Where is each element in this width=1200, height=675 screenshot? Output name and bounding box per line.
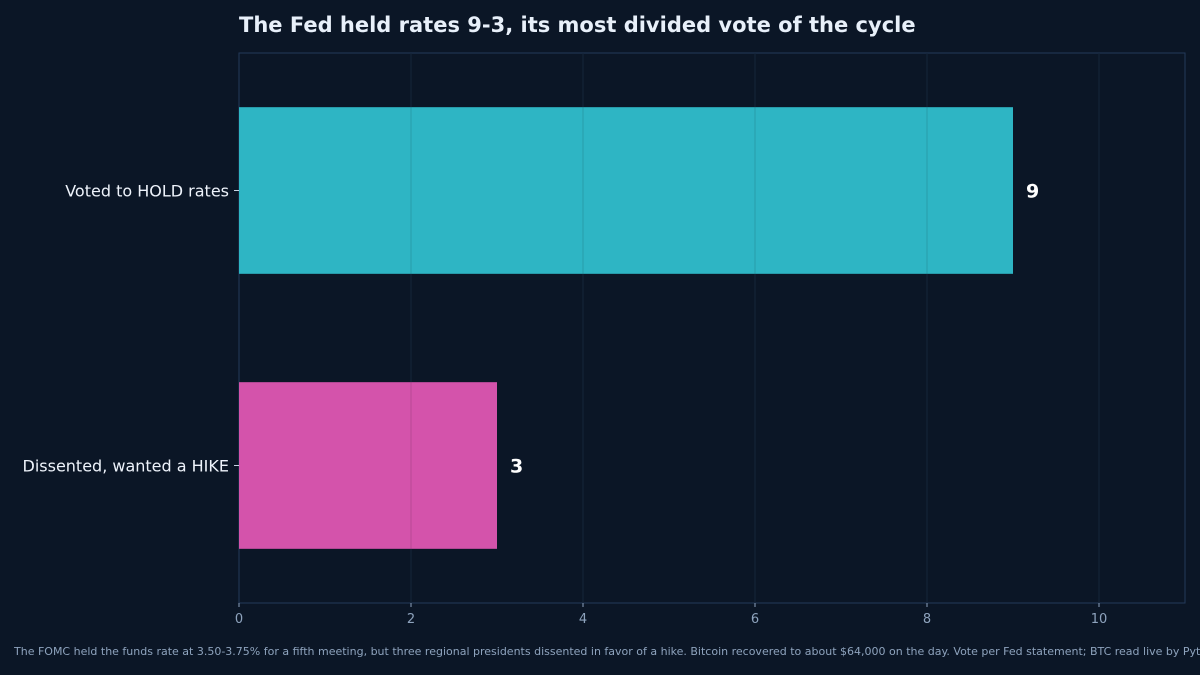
category-label-1: Dissented, wanted a HIKE	[23, 457, 230, 476]
x-tick-label-10: 10	[1091, 612, 1108, 627]
x-tick-label-2: 2	[407, 612, 415, 627]
x-tick-label-0: 0	[235, 612, 243, 627]
category-label-0: Voted to HOLD rates	[65, 182, 229, 201]
x-axis-ticks: 0 2 4 6 8 10	[235, 603, 1107, 627]
bar-1	[239, 382, 497, 549]
data-labels: 93	[510, 181, 1039, 478]
x-tick-label-6: 6	[751, 612, 759, 627]
caption-footnote: The FOMC held the funds rate at 3.50-3.7…	[14, 645, 1200, 658]
gridlines-over-bars	[410, 53, 1100, 603]
data-label-0: 9	[1026, 181, 1039, 203]
bars	[239, 107, 1013, 549]
category-labels: Voted to HOLD rates Dissented, wanted a H…	[23, 182, 239, 476]
x-tick-label-8: 8	[923, 612, 931, 627]
chart-title: The Fed held rates 9-3, its most divided…	[239, 13, 916, 37]
plot-area-frame	[238, 52, 1186, 604]
bar-0	[239, 107, 1013, 274]
x-tick-label-4: 4	[579, 612, 587, 627]
data-label-1: 3	[510, 456, 523, 478]
